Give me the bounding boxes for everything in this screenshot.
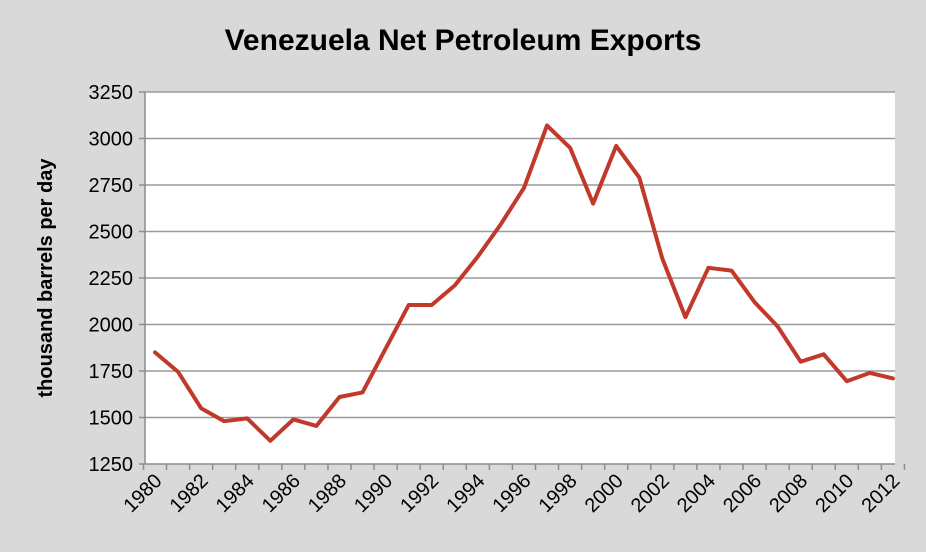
x-tick-label: 2000: [581, 470, 628, 517]
x-tick-label: 1988: [304, 470, 351, 517]
y-tick-label: 2500: [89, 222, 134, 244]
x-tick-label: 1998: [535, 470, 582, 517]
x-tick-label: 1994: [442, 470, 489, 517]
series-line-0: [153, 123, 895, 443]
x-tick-label: 2002: [627, 470, 674, 517]
y-tick-label: 1250: [89, 454, 134, 476]
y-tick-label: 3000: [89, 129, 134, 151]
x-tick-label: 2006: [719, 470, 766, 517]
x-tick-label: 1986: [258, 470, 305, 517]
y-tick-labels: 1250 1500 1750 2000 2250 2500 2750 3000 3250: [89, 82, 145, 476]
x-tick-label: 1996: [488, 470, 535, 517]
x-tick-labels: 1980 1982 1984 1986 1988 1990 1992 1994 1996 1998…: [120, 464, 906, 517]
gridlines: [145, 91, 895, 419]
x-tick-label: 1990: [350, 470, 397, 517]
y-tick-label: 3250: [89, 82, 134, 104]
x-tick-label: 1992: [396, 470, 443, 517]
x-tick-label: 2008: [765, 470, 812, 517]
chart-title: Venezuela Net Petroleum Exports: [225, 24, 702, 57]
y-tick-label: 2250: [89, 268, 134, 290]
x-tick-label: 2010: [811, 470, 858, 517]
x-tick-label: 1980: [120, 470, 167, 517]
x-tick-label: 2012: [857, 470, 904, 517]
y-tick-label: 1500: [89, 408, 134, 430]
x-tick-label: 1982: [166, 470, 213, 517]
x-tick-label: 2004: [673, 470, 720, 517]
y-tick-label: 2750: [89, 175, 134, 197]
series-layer: [153, 123, 895, 443]
x-tick-label: 1984: [212, 470, 259, 517]
y-axis-label: thousand barrels per day: [35, 158, 57, 398]
y-tick-label: 1750: [89, 361, 134, 383]
y-tick-label: 2000: [89, 315, 134, 337]
